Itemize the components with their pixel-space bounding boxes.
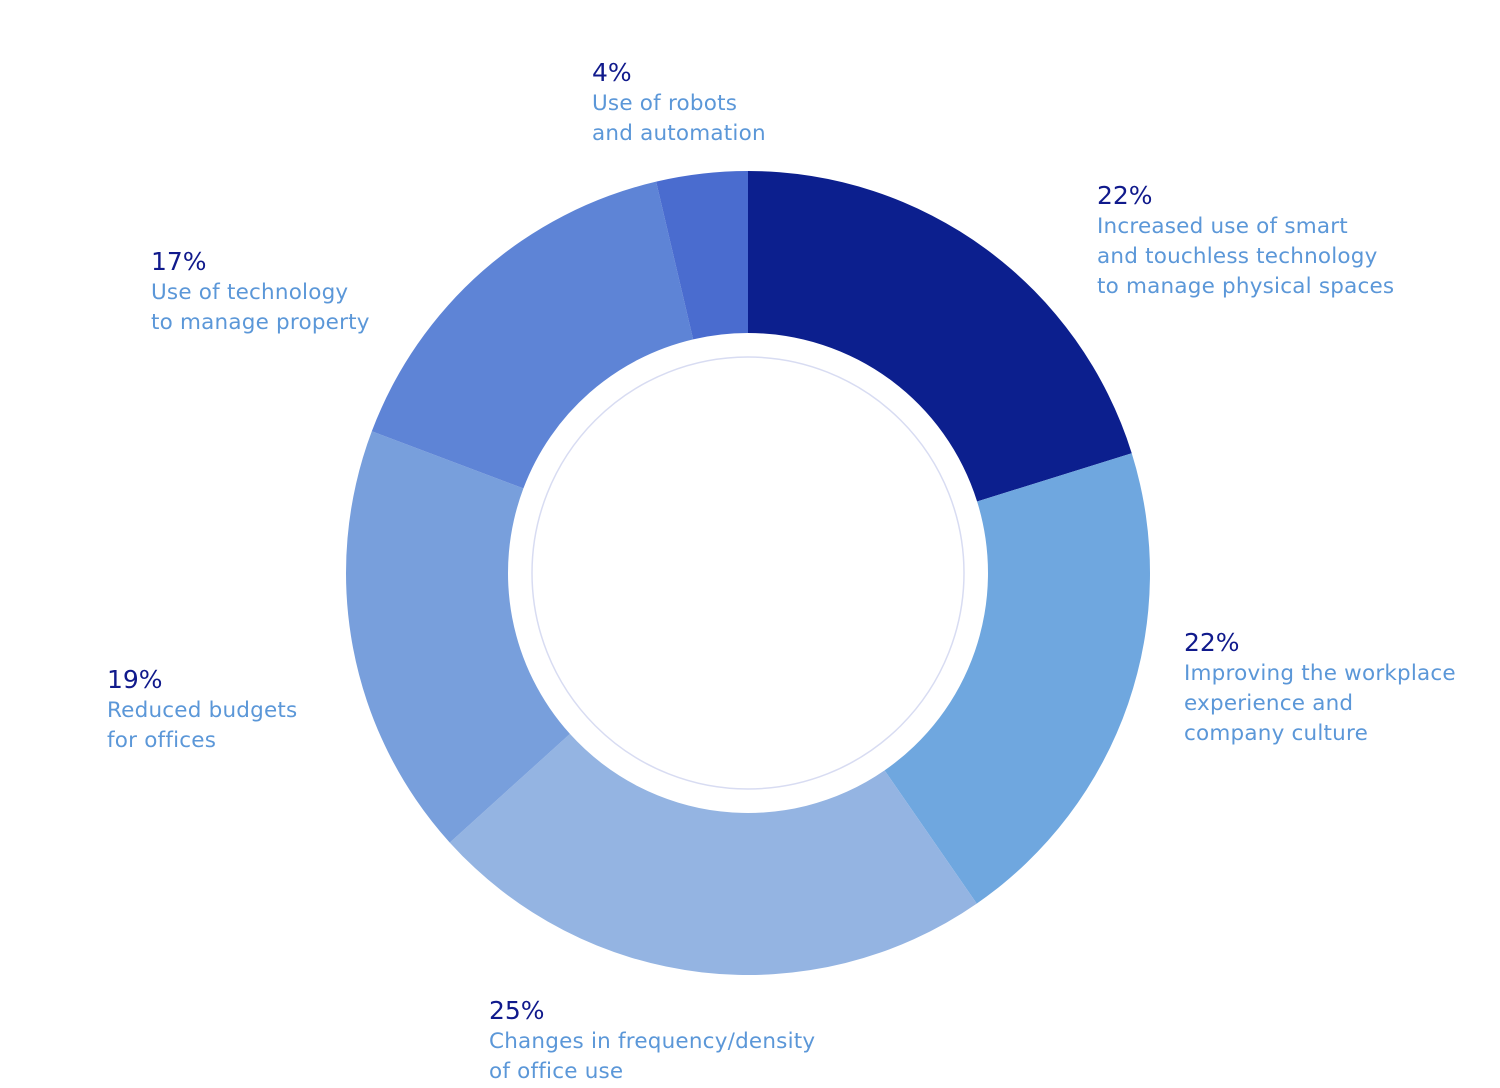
donut-inner-ring <box>531 356 965 790</box>
slice-value-label: 25% <box>489 996 545 1025</box>
slice-reduced-budgets <box>346 431 570 843</box>
slice-label-technology-property: 17% Use of technology to manage property <box>151 246 370 338</box>
slice-value-label: 19% <box>107 665 163 694</box>
slice-category-label: Improving the workplace experience and c… <box>1184 661 1456 746</box>
slice-category-label: Reduced budgets for offices <box>107 698 298 753</box>
donut-slices <box>346 171 1150 975</box>
slice-label-smart-tech: 22% Increased use of smart and touchless… <box>1097 180 1394 302</box>
slice-value-label: 22% <box>1184 628 1240 657</box>
slice-technology-property <box>371 181 694 489</box>
slice-frequency-density <box>449 733 977 975</box>
slice-robots-automation <box>656 171 748 340</box>
slice-label-frequency-density: 25% Changes in frequency/density of offi… <box>489 995 815 1087</box>
slice-category-label: Use of technology to manage property <box>151 280 370 335</box>
slice-label-robots-automation: 4% Use of robots and automation <box>592 57 766 149</box>
slice-category-label: Use of robots and automation <box>592 91 766 146</box>
slice-label-reduced-budgets: 19% Reduced budgets for offices <box>107 664 297 756</box>
slice-category-label: Changes in frequency/density of office u… <box>489 1029 816 1084</box>
slice-label-workplace-experience: 22% Improving the workplace experience a… <box>1184 627 1456 749</box>
slice-workplace-experience <box>884 453 1150 904</box>
donut-hole <box>530 355 966 791</box>
slice-smart-tech <box>748 171 1132 502</box>
slice-value-label: 17% <box>151 247 207 276</box>
slice-value-label: 22% <box>1097 181 1153 210</box>
slice-category-label: Increased use of smart and touchless tec… <box>1097 214 1395 299</box>
slice-value-label: 4% <box>592 58 632 87</box>
